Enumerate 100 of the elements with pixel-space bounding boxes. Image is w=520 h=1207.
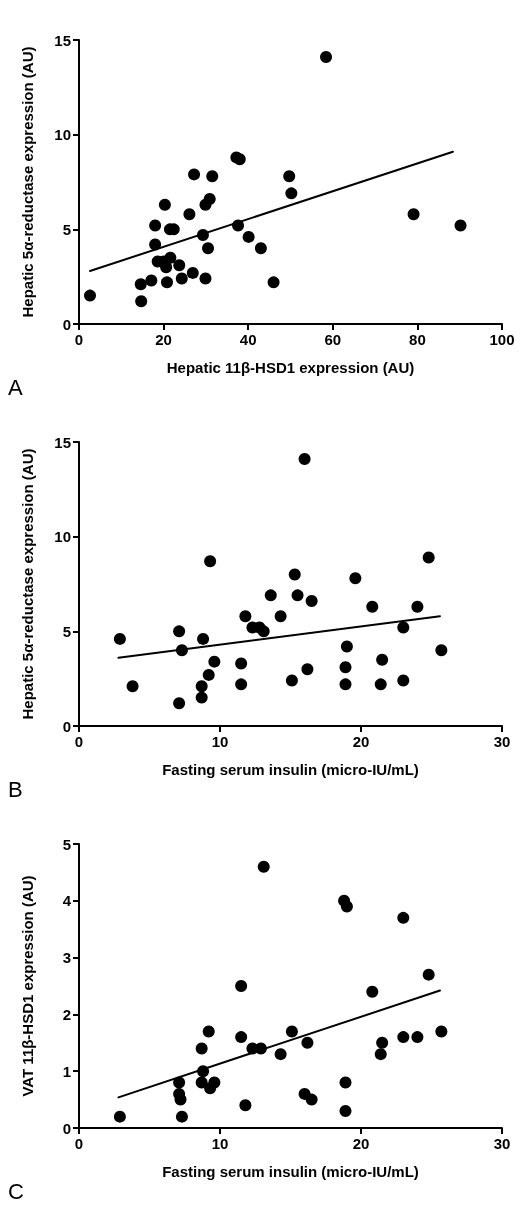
x-axis-title: Fasting serum insulin (micro-IU/mL): [162, 761, 419, 778]
text: A: [8, 374, 23, 400]
point: [202, 1025, 215, 1038]
point: [113, 1110, 126, 1123]
point: [161, 276, 173, 289]
text: C: [8, 1178, 24, 1204]
point: [257, 860, 270, 873]
point: [173, 697, 186, 710]
point: [158, 198, 171, 211]
point: [84, 289, 96, 302]
y-tick-label: 10: [54, 528, 71, 546]
point: [203, 193, 216, 206]
point: [283, 170, 296, 183]
point: [291, 589, 304, 602]
point: [199, 272, 212, 285]
point: [113, 632, 126, 645]
y-axis-title: Hepatic 5α-reductase expression (AU): [19, 448, 36, 720]
point: [195, 691, 208, 704]
point: [264, 589, 277, 602]
y-tick-label: 15: [54, 433, 71, 451]
point: [149, 219, 162, 232]
point: [366, 985, 379, 998]
y-tick-label: 5: [62, 835, 71, 853]
y-tick-label: 3: [62, 949, 71, 967]
point: [183, 208, 196, 221]
point: [301, 1036, 314, 1049]
point: [305, 1093, 318, 1106]
point: [454, 219, 467, 232]
point: [285, 1025, 298, 1038]
point: [397, 621, 410, 634]
point: [257, 625, 270, 638]
x-tick-label: 0: [74, 733, 84, 750]
point: [407, 208, 420, 221]
point: [374, 678, 387, 691]
point: [188, 168, 201, 181]
point: [435, 1025, 448, 1038]
point: [134, 278, 147, 291]
point: [202, 668, 215, 681]
point: [186, 266, 199, 279]
point: [173, 259, 186, 272]
x-tick-label: 30: [493, 1135, 511, 1152]
y-tick-label: 5: [62, 622, 71, 640]
y-tick-label: 4: [62, 892, 72, 910]
point: [175, 272, 188, 285]
point: [274, 1048, 287, 1061]
point: [366, 600, 379, 613]
x-tick-label: 20: [155, 331, 172, 348]
point: [197, 632, 210, 645]
point: [376, 653, 389, 666]
point: [339, 1104, 352, 1117]
point: [202, 242, 215, 255]
point: [195, 1042, 208, 1055]
point: [175, 1110, 188, 1123]
point: [339, 661, 352, 674]
x-tick-label: 0: [74, 331, 84, 348]
point: [397, 674, 410, 687]
point: [349, 572, 362, 585]
point: [267, 276, 280, 289]
point: [411, 600, 424, 613]
x-tick-label: 60: [324, 331, 342, 348]
point: [374, 1048, 387, 1061]
point: [339, 678, 352, 691]
y-tick-label: 0: [62, 717, 71, 735]
point: [145, 274, 158, 287]
point: [422, 551, 435, 564]
point: [173, 625, 186, 638]
point: [288, 568, 301, 581]
x-tick-label: 30: [493, 733, 511, 750]
point: [208, 1076, 221, 1089]
point: [411, 1031, 424, 1044]
point: [235, 1031, 248, 1044]
point: [204, 555, 217, 568]
point: [305, 595, 318, 608]
x-tick-label: 10: [211, 733, 229, 750]
x-tick-label: 20: [352, 1135, 370, 1152]
point: [206, 170, 219, 183]
point: [285, 187, 298, 200]
point: [239, 1099, 252, 1112]
y-tick-label: 1: [62, 1062, 71, 1080]
point: [339, 1076, 352, 1089]
point: [242, 230, 255, 243]
y-axis-title: VAT 11β-HSD1 expression (AU): [19, 875, 36, 1097]
y-tick-label: 10: [54, 126, 71, 144]
point: [376, 1036, 389, 1049]
x-tick-label: 0: [74, 1135, 84, 1152]
point: [397, 1031, 410, 1044]
y-tick-label: 0: [62, 315, 71, 333]
point: [320, 51, 333, 64]
point: [301, 663, 314, 676]
point: [298, 453, 311, 466]
point: [285, 674, 298, 687]
point: [340, 640, 353, 653]
point: [235, 678, 248, 691]
point: [435, 644, 448, 657]
y-tick-label: 0: [62, 1119, 71, 1137]
point: [235, 980, 248, 992]
point: [164, 251, 177, 264]
x-tick-label: 100: [489, 331, 515, 348]
y-axis-title: Hepatic 5α-reductase expression (AU): [19, 46, 36, 318]
point: [195, 680, 208, 693]
